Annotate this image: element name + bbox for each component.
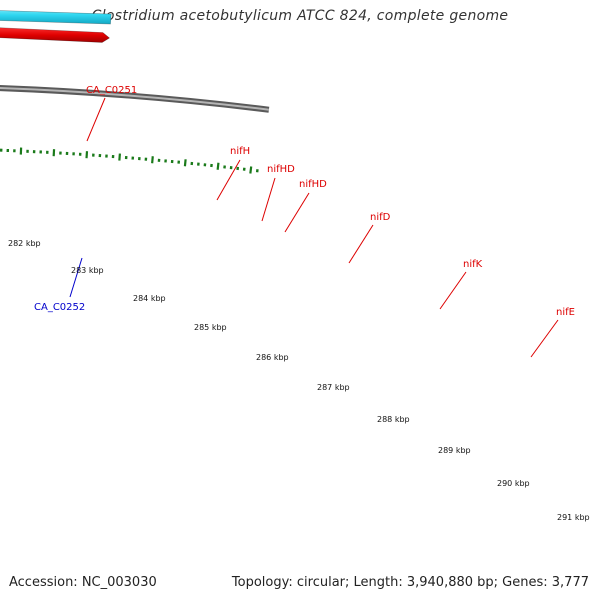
leader-nifd: [348, 224, 374, 264]
map-title: Clostridium acetobutylicum ATCC 824, com…: [91, 8, 509, 24]
label-leaders: [69, 97, 559, 358]
tick-label-285: 285 kbp: [194, 323, 227, 332]
gene-label-ca-c0251: CA_C0251: [86, 85, 137, 96]
tick-label-287: 287 kbp: [317, 383, 350, 392]
gene-block-nife: [0, 10, 112, 25]
tick-marks: [0, 147, 259, 174]
leader-ca-c0252: [69, 257, 83, 298]
gene-label-ca-c0252: CA_C0252: [34, 302, 85, 313]
tick-label-286: 286 kbp: [256, 353, 289, 362]
gene-label-nifh: nifH: [230, 146, 250, 157]
leader-ca-c0251: [86, 97, 106, 142]
feature-tracks: [0, 10, 112, 43]
inner-tick-mark: [216, 162, 220, 170]
genome-summary: Topology: circular; Length: 3,940,880 bp…: [231, 575, 589, 590]
leader-nifh: [216, 159, 241, 201]
backbone-line: [0, 87, 270, 111]
tick-label-288: 288 kbp: [377, 415, 410, 424]
tick-label-289: 289 kbp: [438, 446, 471, 455]
tick-label-283: 283 kbp: [71, 266, 104, 275]
leader-nifk: [439, 271, 467, 310]
accession-label: Accession: NC_003030: [9, 575, 157, 590]
cds-arrow: [0, 27, 110, 43]
leader-nife: [530, 319, 559, 358]
genome-backbone: [0, 85, 270, 113]
gene-label-nife: nifE: [556, 307, 575, 318]
gene-label-nifhd-b: nifHD: [299, 179, 327, 190]
leader-nifhd-b: [284, 192, 310, 233]
gene-label-nifd: nifD: [370, 212, 391, 223]
tick-label-284: 284 kbp: [133, 294, 166, 303]
tick-label-290: 290 kbp: [497, 479, 530, 488]
inner-tick-mark: [183, 159, 187, 167]
gene-label-nifhd-a: nifHD: [267, 164, 295, 175]
tick-label-282: 282 kbp: [8, 239, 41, 248]
tick-label-291: 291 kbp: [557, 513, 590, 522]
leader-nifhd-a: [261, 177, 276, 222]
inner-tick-mark: [249, 166, 253, 174]
inner-tick-mark: [118, 153, 121, 161]
gene-label-nifk: nifK: [463, 259, 483, 270]
inner-tick-mark: [151, 156, 154, 164]
